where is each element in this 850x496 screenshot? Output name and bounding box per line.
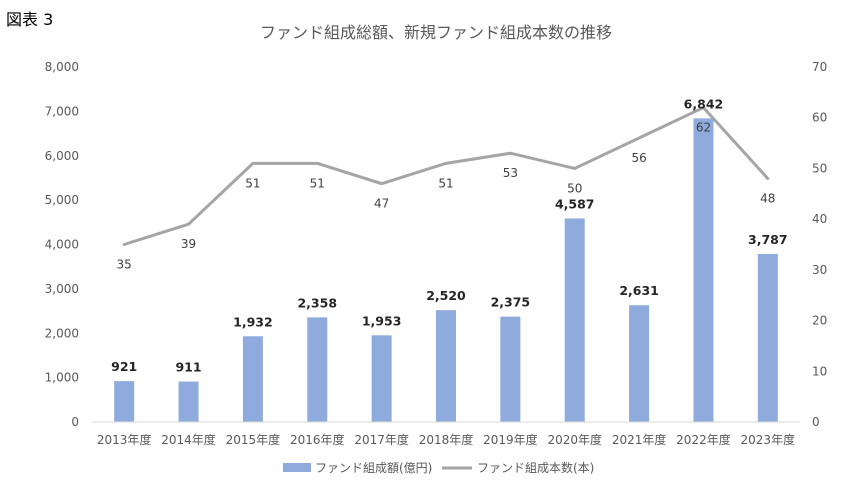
line-data-label: 47 bbox=[374, 197, 389, 211]
x-tick-label: 2023年度 bbox=[741, 432, 796, 447]
y2-tick-label: 40 bbox=[812, 212, 827, 226]
legend: ファンド組成額(億円) ファンド組成本数(本) bbox=[283, 460, 594, 475]
line-data-label: 50 bbox=[567, 181, 582, 195]
bar-data-label: 911 bbox=[175, 360, 201, 375]
y2-tick-label: 70 bbox=[812, 60, 827, 74]
y2-tick-label: 50 bbox=[812, 161, 827, 175]
bar-data-label: 2,358 bbox=[297, 295, 337, 310]
x-tick-label: 2014年度 bbox=[161, 432, 216, 447]
y-tick-label: 7,000 bbox=[45, 104, 79, 118]
bar-data-label: 3,787 bbox=[748, 232, 788, 247]
x-tick-label: 2020年度 bbox=[547, 432, 602, 447]
y-tick-label: 3,000 bbox=[45, 282, 79, 296]
y-tick-label: 0 bbox=[71, 415, 79, 429]
bar-data-label: 921 bbox=[111, 359, 137, 374]
legend-line-label: ファンド組成本数(本) bbox=[477, 460, 594, 475]
x-tick-label: 2022年度 bbox=[676, 432, 731, 447]
left-axis-ticks: 0 1,000 2,000 3,000 4,000 5,000 6,000 7,000 8,00… bbox=[45, 60, 79, 429]
bar-data-label: 1,953 bbox=[362, 313, 402, 328]
bar bbox=[693, 118, 714, 422]
bar bbox=[178, 381, 199, 422]
y2-tick-label: 20 bbox=[812, 314, 827, 328]
bar bbox=[629, 305, 650, 422]
line-series bbox=[122, 106, 770, 246]
y2-tick-label: 0 bbox=[812, 415, 820, 429]
y-tick-label: 2,000 bbox=[45, 326, 79, 340]
x-tick-label: 2015年度 bbox=[226, 432, 281, 447]
bar-data-label: 2,375 bbox=[491, 295, 531, 310]
y-tick-label: 4,000 bbox=[45, 238, 79, 252]
x-tick-label: 2019年度 bbox=[483, 432, 538, 447]
line-data-label: 51 bbox=[245, 176, 260, 190]
bar bbox=[500, 316, 521, 422]
bar-data-label: 1,932 bbox=[233, 314, 273, 329]
line-data-label: 56 bbox=[631, 151, 646, 165]
bar-data-label: 4,587 bbox=[555, 196, 595, 211]
bar-data-label: 2,631 bbox=[619, 283, 659, 298]
line-data-label: 48 bbox=[760, 192, 775, 206]
line-data-label: 51 bbox=[310, 176, 325, 190]
bar bbox=[371, 335, 392, 422]
y-tick-label: 6,000 bbox=[45, 149, 79, 163]
x-tick-label: 2017年度 bbox=[354, 432, 409, 447]
bar bbox=[436, 310, 456, 422]
legend-bar-swatch bbox=[283, 463, 311, 472]
y2-tick-label: 60 bbox=[812, 111, 827, 125]
x-tick-label: 2018年度 bbox=[419, 432, 474, 447]
y2-tick-label: 10 bbox=[812, 364, 827, 378]
figure-label: 図表 3 bbox=[6, 10, 54, 29]
bar bbox=[242, 336, 263, 422]
bar-series bbox=[114, 118, 778, 422]
line-data-label: 39 bbox=[181, 237, 196, 251]
line-data-label: 53 bbox=[503, 166, 518, 180]
bar bbox=[564, 218, 585, 422]
y-tick-label: 1,000 bbox=[45, 371, 79, 385]
bar bbox=[307, 317, 328, 422]
x-tick-label: 2021年度 bbox=[612, 432, 667, 447]
line-data-label: 51 bbox=[438, 176, 453, 190]
chart-title: ファンド組成総額、新規ファンド組成本数の推移 bbox=[260, 23, 612, 42]
line-data-label: 62 bbox=[696, 121, 711, 135]
legend-bar-label: ファンド組成額(億円) bbox=[315, 461, 432, 475]
x-axis-ticks: 2013年度 2014年度 2015年度 2016年度 2017年度 2018年度 2019… bbox=[97, 432, 795, 447]
bar-data-label: 6,842 bbox=[684, 96, 724, 111]
x-tick-label: 2013年度 bbox=[97, 432, 152, 447]
right-axis-ticks: 0 10 20 30 40 50 60 70 bbox=[812, 60, 827, 429]
bar bbox=[114, 381, 135, 422]
line-data-labels: 35 39 51 51 47 51 53 50 56 62 48 bbox=[117, 121, 776, 272]
line-data-label: 35 bbox=[117, 258, 132, 272]
y2-tick-label: 30 bbox=[812, 263, 827, 277]
bar-data-labels: 921 911 1,932 2,358 1,953 2,520 2,375 4,587 2,63… bbox=[111, 96, 787, 374]
bar bbox=[757, 253, 778, 422]
x-tick-label: 2016年度 bbox=[290, 432, 345, 447]
bar-data-label: 2,520 bbox=[426, 288, 466, 303]
y-tick-label: 5,000 bbox=[45, 193, 79, 207]
y-tick-label: 8,000 bbox=[45, 60, 79, 74]
